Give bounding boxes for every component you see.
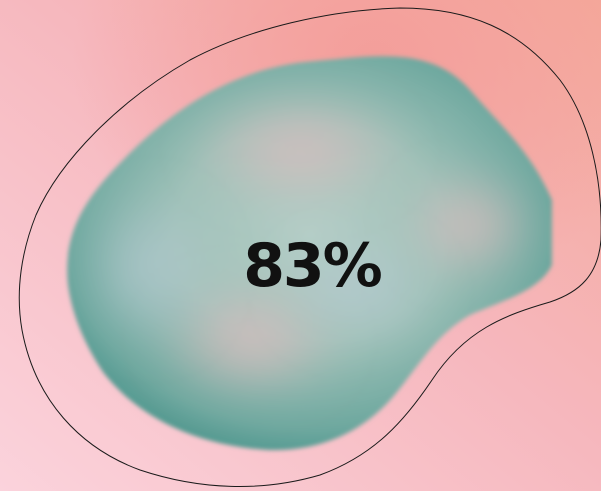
- progress-blob: [67, 56, 552, 451]
- progress-percent-label: 83%: [243, 231, 383, 301]
- outline-shape: [18, 7, 601, 487]
